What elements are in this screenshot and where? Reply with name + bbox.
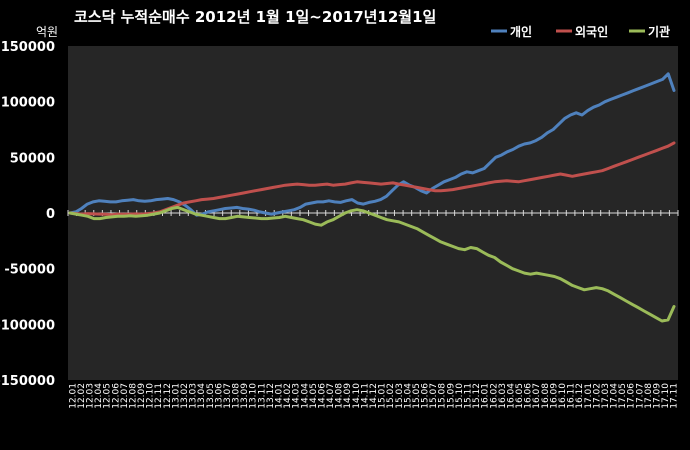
x-tick-label: 12.01 [68, 383, 78, 409]
x-tick-label: 12.04 [94, 383, 104, 409]
x-tick-label: 16.02 [489, 383, 499, 409]
x-tick-label: 17.03 [601, 383, 611, 409]
x-tick-label: 12.03 [85, 383, 95, 409]
x-tick-label: 13.03 [189, 383, 199, 409]
x-tick-label: 15.10 [455, 383, 465, 409]
y-tick-label: 50000 [10, 151, 55, 166]
x-tick-label: 16.01 [481, 383, 491, 409]
x-tick-label: 14.04 [300, 383, 310, 409]
x-tick-label: 13.06 [214, 383, 224, 409]
x-tick-label: 12.12 [163, 383, 173, 409]
chart-title: 코스닥 누적순매수 2012년 1월 1일~2017년12월1일 [74, 8, 436, 26]
x-tick-label: 12.07 [120, 383, 130, 409]
x-tick-label: 17.02 [592, 383, 602, 409]
y-tick-label: -150000 [0, 374, 55, 389]
x-tick-label: 12.11 [154, 383, 164, 409]
x-tick-label: 14.01 [274, 383, 284, 409]
x-tick-label: 16.04 [506, 383, 516, 409]
series-lines [68, 72, 676, 323]
x-tick-label: 16.03 [498, 383, 508, 409]
x-tick-label: 13.04 [197, 383, 207, 409]
x-tick-label: 15.01 [378, 383, 388, 409]
x-tick-label: 15.12 [472, 383, 482, 409]
x-tick-label: 13.01 [171, 383, 181, 409]
x-tick-label: 16.08 [541, 383, 551, 409]
x-tick-label: 12.09 [137, 383, 147, 409]
x-tick-label: 17.11 [670, 383, 680, 409]
x-tick-label: 14.08 [335, 383, 345, 409]
y-axis-tick-labels: 150000 100000 50000 0 -50000 -100000 -150000 [0, 40, 55, 389]
y-tick-label: -100000 [0, 318, 55, 333]
x-tick-label: 16.07 [532, 383, 542, 409]
y-tick-label: 150000 [1, 40, 55, 55]
x-tick-label: 14.07 [326, 383, 336, 409]
x-tick-label: 13.10 [249, 383, 259, 409]
x-tick-label: 17.04 [610, 383, 620, 409]
x-tick-label: 15.08 [438, 383, 448, 409]
x-tick-label: 14.12 [369, 383, 379, 409]
x-tick-label: 13.12 [266, 383, 276, 409]
x-tick-label: 17.06 [627, 383, 637, 409]
x-tick-label: 13.11 [257, 383, 267, 409]
x-tick-label: 13.08 [232, 383, 242, 409]
x-tick-label: 16.10 [558, 383, 568, 409]
legend-label-0: 개인 [510, 24, 532, 39]
y-tick-label: 100000 [1, 96, 55, 111]
x-tick-label: 17.05 [618, 383, 628, 409]
x-tick-label: 14.10 [352, 383, 362, 409]
x-tick-label: 14.09 [343, 383, 353, 409]
x-tick-label: 16.12 [575, 383, 585, 409]
x-tick-label: 14.03 [292, 383, 302, 409]
x-axis-tick-labels: 12.0112.0212.0312.0412.0512.0612.0712.08… [68, 383, 679, 409]
x-tick-label: 15.09 [446, 383, 456, 409]
x-tick-label: 15.05 [412, 383, 422, 409]
x-tick-label: 12.08 [128, 383, 138, 409]
x-tick-label: 12.02 [77, 383, 87, 409]
x-tick-label: 12.05 [103, 383, 113, 409]
x-tick-label: 13.02 [180, 383, 190, 409]
x-tick-label: 12.10 [146, 383, 156, 409]
y-tick-label: -50000 [4, 263, 55, 278]
x-tick-label: 17.07 [635, 383, 645, 409]
x-tick-label: 13.09 [240, 383, 250, 409]
legend: 개인 외국인 기관 [491, 24, 670, 39]
x-tick-label: 16.11 [567, 383, 577, 409]
y-axis-unit-label: 억원 [36, 25, 58, 39]
x-tick-label: 13.05 [206, 383, 216, 409]
x-tick-label: 17.09 [653, 383, 663, 409]
x-tick-label: 12.06 [111, 383, 121, 409]
series-line-0 [68, 72, 676, 217]
x-tick-label: 15.03 [395, 383, 405, 409]
x-tick-label: 17.01 [584, 383, 594, 409]
x-tick-label: 16.05 [515, 383, 525, 409]
x-tick-label: 14.11 [360, 383, 370, 409]
x-tick-label: 15.04 [403, 383, 413, 409]
x-tick-label: 14.06 [317, 383, 327, 409]
x-tick-label: 14.05 [309, 383, 319, 409]
x-tick-label: 17.10 [661, 383, 671, 409]
x-tick-label: 13.07 [223, 383, 233, 409]
x-tick-label: 14.02 [283, 383, 293, 409]
x-tick-label: 15.02 [386, 383, 396, 409]
x-tick-label: 16.09 [549, 383, 559, 409]
x-tick-label: 15.06 [421, 383, 431, 409]
y-tick-label: 0 [46, 207, 55, 222]
legend-label-1: 외국인 [575, 24, 608, 39]
x-tick-label: 15.11 [464, 383, 474, 409]
series-line-2 [68, 205, 676, 323]
x-tick-label: 16.06 [524, 383, 534, 409]
legend-label-2: 기관 [648, 24, 670, 39]
x-tick-label: 15.07 [429, 383, 439, 409]
x-tick-label: 17.08 [644, 383, 654, 409]
